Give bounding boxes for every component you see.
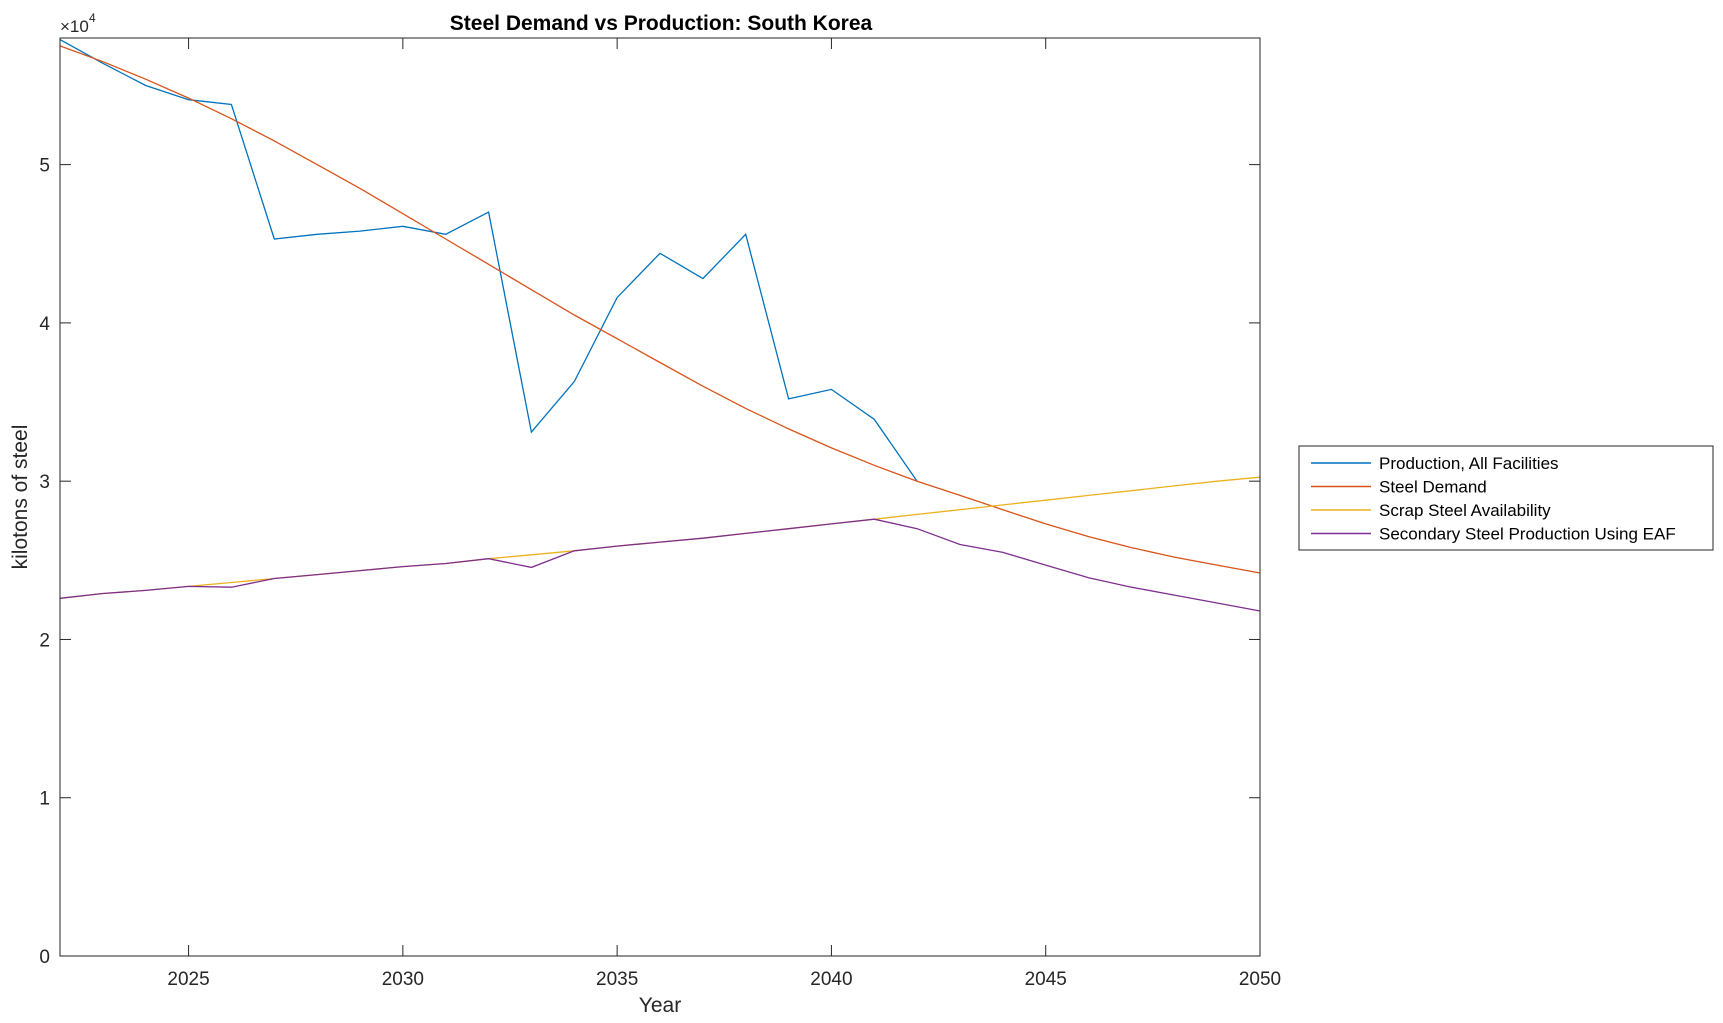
y-tick-label-0: 0 xyxy=(39,947,50,968)
x-tick-label-2: 2035 xyxy=(596,969,638,990)
series-line-1 xyxy=(59,45,1261,574)
x-axis: 2025 2030 2035 2040 2045 2050 xyxy=(167,38,1281,990)
y-tick-label-4: 4 xyxy=(39,314,50,335)
legend-label-3: Secondary Steel Production Using EAF xyxy=(1379,525,1676,544)
x-tick-label-3: 2040 xyxy=(810,969,852,990)
series-line-3 xyxy=(59,518,1261,612)
series-line-0 xyxy=(59,39,918,482)
legend: Production, All Facilities Steel Demand Sc… xyxy=(1298,445,1714,551)
y-tick-label-1: 1 xyxy=(39,789,50,810)
y-tick-label-5: 5 xyxy=(39,156,50,177)
x-tick-label-4: 2045 xyxy=(1025,969,1067,990)
x-tick-label-1: 2030 xyxy=(382,969,424,990)
x-tick-label-0: 2025 xyxy=(167,969,209,990)
series-layer xyxy=(59,39,1261,612)
y-exponent-base: ×10 xyxy=(60,17,89,36)
chart-title: Steel Demand vs Production: South Korea xyxy=(450,12,873,35)
x-tick-label-5: 2050 xyxy=(1239,969,1281,990)
y-tick-label-3: 3 xyxy=(39,472,50,493)
plot-frame xyxy=(59,37,1261,957)
y-axis: 0 1 2 3 4 5 xyxy=(39,156,1260,968)
y-tick-label-2: 2 xyxy=(39,630,50,651)
legend-label-1: Steel Demand xyxy=(1379,478,1487,497)
x-axis-label: Year xyxy=(639,994,681,1017)
legend-label-2: Scrap Steel Availability xyxy=(1379,501,1551,520)
legend-label-0: Production, All Facilities xyxy=(1379,454,1559,473)
y-axis-label: kilotons of steel xyxy=(9,425,32,570)
plot-area xyxy=(60,38,1260,956)
y-exponent-power: 4 xyxy=(89,11,96,25)
